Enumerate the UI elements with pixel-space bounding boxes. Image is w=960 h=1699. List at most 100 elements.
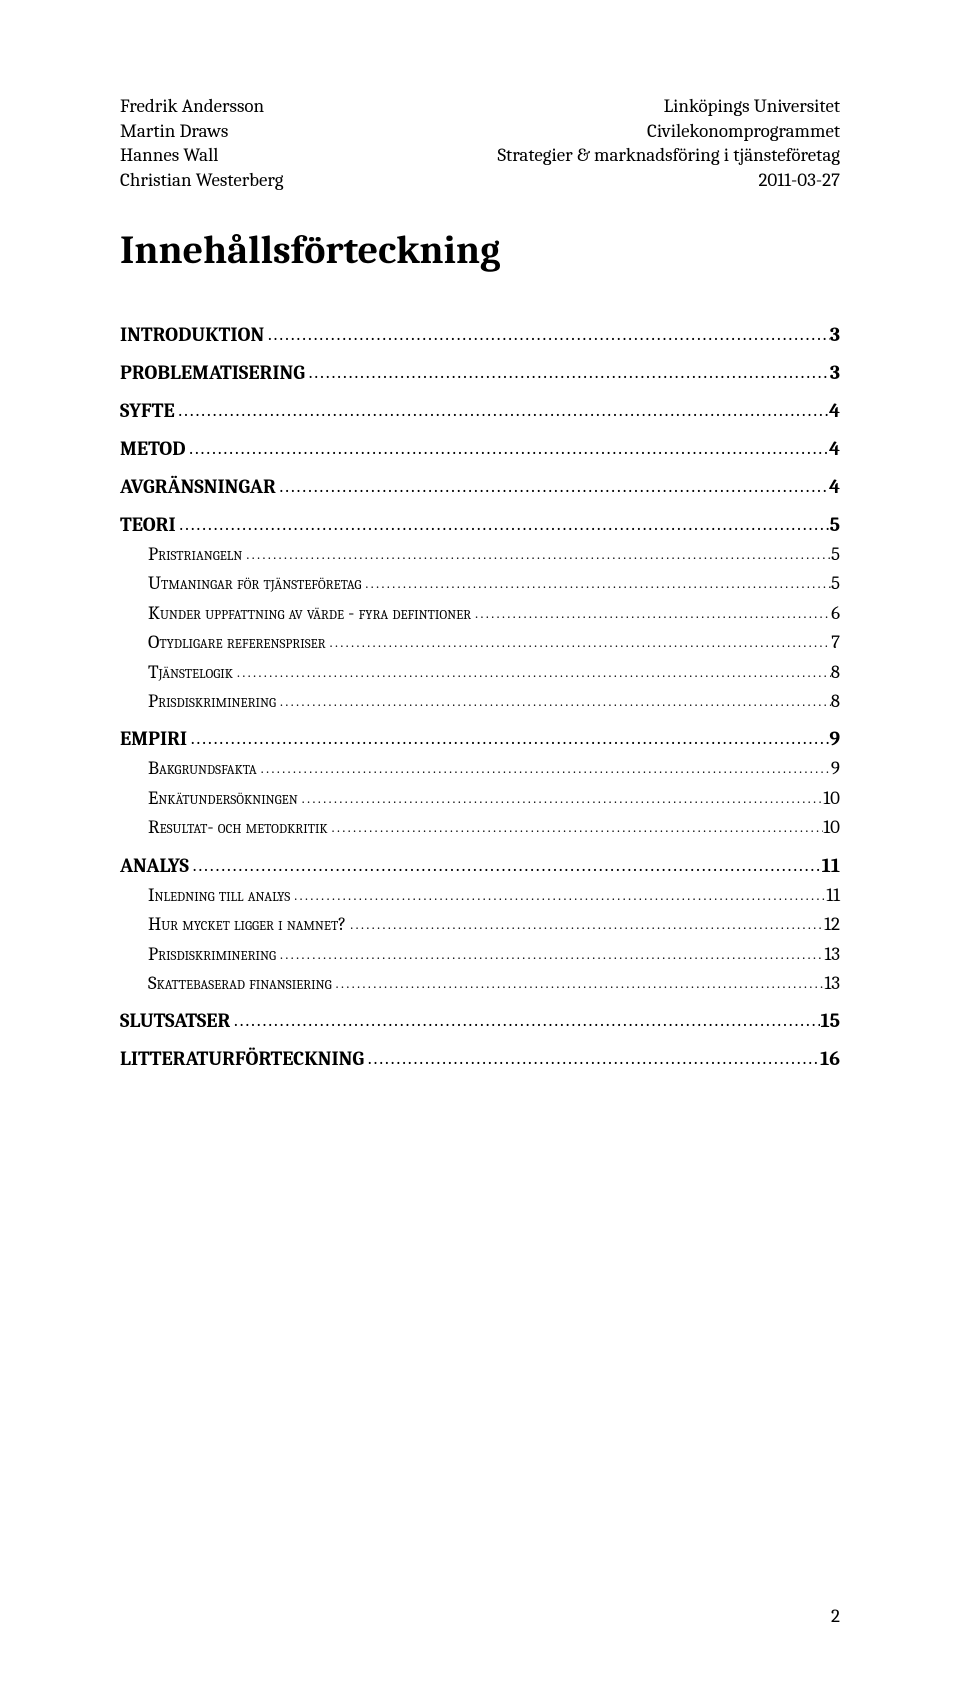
toc-entry: SLUTSATSER15 bbox=[120, 1005, 840, 1036]
page-header: Fredrik Andersson Martin Draws Hannes Wa… bbox=[120, 94, 840, 193]
toc-label: Inledning till analys bbox=[148, 881, 290, 910]
toc-dot-leader bbox=[346, 914, 824, 936]
toc-dot-leader bbox=[189, 856, 822, 878]
toc-dot-leader bbox=[305, 363, 830, 385]
toc-page-number: 9 bbox=[831, 754, 840, 783]
document-title: Innehållsförteckning bbox=[120, 227, 840, 273]
toc-entry: Prisdiskriminering 13 bbox=[120, 940, 840, 969]
toc-label: Pristriangeln bbox=[148, 540, 242, 569]
author-line: Martin Draws bbox=[120, 119, 284, 144]
toc-dot-leader bbox=[176, 515, 830, 537]
toc-label: Enkätundersökningen bbox=[148, 784, 298, 813]
toc-dot-leader bbox=[257, 758, 831, 780]
toc-entry: Prisdiskriminering8 bbox=[120, 687, 840, 716]
toc-label: INTRODUKTION bbox=[120, 319, 264, 350]
toc-page-number: 6 bbox=[831, 599, 840, 628]
toc-label: Tjänstelogik bbox=[148, 658, 233, 687]
toc-entry: Inledning till analys 11 bbox=[120, 881, 840, 910]
toc-entry: Utmaningar för tjänsteföretag 5 bbox=[120, 569, 840, 598]
toc-entry: Skattebaserad finansiering 13 bbox=[120, 969, 840, 998]
toc-entry: EMPIRI 9 bbox=[120, 723, 840, 754]
toc-page-number: 4 bbox=[829, 433, 840, 464]
toc-dot-leader bbox=[361, 573, 831, 595]
toc-page-number: 13 bbox=[824, 940, 840, 969]
date-line: 2011-03-27 bbox=[497, 168, 840, 193]
author-line: Hannes Wall bbox=[120, 143, 284, 168]
toc-page-number: 5 bbox=[831, 569, 840, 598]
toc-label: SYFTE bbox=[120, 395, 175, 426]
toc-dot-leader bbox=[242, 544, 831, 566]
toc-label: Bakgrundsfakta bbox=[148, 754, 257, 783]
toc-label: Resultat- och metodkritik bbox=[148, 813, 328, 842]
toc-label: Skattebaserad finansiering bbox=[148, 969, 332, 998]
toc-entry: Resultat- och metodkritik 10 bbox=[120, 813, 840, 842]
toc-dot-leader bbox=[185, 439, 828, 461]
toc-entry: Tjänstelogik 8 bbox=[120, 658, 840, 687]
toc-dot-leader bbox=[175, 401, 829, 423]
toc-entry: Kunder uppfattning av värde - fyra defin… bbox=[120, 599, 840, 628]
toc-dot-leader bbox=[298, 788, 824, 810]
author-line: Fredrik Andersson bbox=[120, 94, 284, 119]
toc-label: Hur mycket ligger i namnet? bbox=[148, 910, 346, 939]
toc-entry: Pristriangeln 5 bbox=[120, 540, 840, 569]
toc-label: ANALYS bbox=[120, 850, 189, 881]
toc-dot-leader bbox=[290, 885, 826, 907]
toc-entry: LITTERATURFÖRTECKNING 16 bbox=[120, 1043, 840, 1074]
toc-dot-leader bbox=[326, 632, 831, 654]
toc-dot-leader bbox=[276, 944, 824, 966]
toc-page-number: 5 bbox=[831, 540, 840, 569]
toc-page-number: 13 bbox=[824, 969, 840, 998]
toc-entry: TEORI 5 bbox=[120, 509, 840, 540]
toc-dot-leader bbox=[187, 729, 829, 751]
university-line: Linköpings Universitet bbox=[497, 94, 840, 119]
toc-page-number: 8 bbox=[831, 658, 840, 687]
toc-label: LITTERATURFÖRTECKNING bbox=[120, 1043, 364, 1074]
toc-label: Utmaningar för tjänsteföretag bbox=[148, 569, 361, 598]
toc-page-number: 11 bbox=[822, 850, 840, 881]
toc-page-number: 3 bbox=[830, 319, 840, 350]
program-line: Civilekonomprogrammet bbox=[497, 119, 840, 144]
toc-page-number: 10 bbox=[823, 813, 840, 842]
toc-page-number: 15 bbox=[820, 1005, 840, 1036]
toc-entry: ANALYS 11 bbox=[120, 850, 840, 881]
toc-entry: Otydligare referenspriser7 bbox=[120, 628, 840, 657]
toc-page-number: 11 bbox=[826, 881, 840, 910]
toc-dot-leader bbox=[276, 477, 829, 499]
toc-label: TEORI bbox=[120, 509, 176, 540]
toc-page-number: 4 bbox=[829, 395, 840, 426]
toc-entry: Hur mycket ligger i namnet? 12 bbox=[120, 910, 840, 939]
toc-label: Prisdiskriminering bbox=[148, 940, 276, 969]
toc-dot-leader bbox=[328, 817, 824, 839]
toc-page-number: 16 bbox=[820, 1043, 840, 1074]
toc-entry: Enkätundersökningen 10 bbox=[120, 784, 840, 813]
toc-entry: SYFTE 4 bbox=[120, 395, 840, 426]
page-number: 2 bbox=[831, 1605, 840, 1627]
toc-page-number: 10 bbox=[823, 784, 840, 813]
toc-dot-leader bbox=[233, 662, 831, 684]
toc-entry: INTRODUKTION 3 bbox=[120, 319, 840, 350]
toc-dot-leader bbox=[230, 1011, 820, 1033]
page: Fredrik Andersson Martin Draws Hannes Wa… bbox=[0, 0, 960, 1699]
toc-dot-leader bbox=[264, 325, 830, 347]
toc-entry: AVGRÄNSNINGAR4 bbox=[120, 471, 840, 502]
toc-label: PROBLEMATISERING bbox=[120, 357, 305, 388]
toc-page-number: 9 bbox=[829, 723, 840, 754]
toc-label: Kunder uppfattning av värde - fyra defin… bbox=[148, 599, 471, 628]
toc-page-number: 5 bbox=[830, 509, 840, 540]
course-line: Strategier & marknadsföring i tjänsteför… bbox=[497, 143, 840, 168]
header-left-block: Fredrik Andersson Martin Draws Hannes Wa… bbox=[120, 94, 284, 193]
toc-page-number: 12 bbox=[824, 910, 840, 939]
toc-label: METOD bbox=[120, 433, 185, 464]
toc-label: EMPIRI bbox=[120, 723, 187, 754]
toc-dot-leader bbox=[471, 603, 831, 625]
toc-entry: METOD 4 bbox=[120, 433, 840, 464]
toc-dot-leader bbox=[364, 1049, 820, 1071]
toc-page-number: 3 bbox=[830, 357, 840, 388]
toc-dot-leader bbox=[332, 973, 825, 995]
header-right-block: Linköpings Universitet Civilekonomprogra… bbox=[497, 94, 840, 193]
table-of-contents: INTRODUKTION3PROBLEMATISERING3SYFTE4METO… bbox=[120, 319, 840, 1075]
toc-label: Prisdiskriminering bbox=[148, 687, 276, 716]
toc-entry: Bakgrundsfakta 9 bbox=[120, 754, 840, 783]
toc-page-number: 4 bbox=[829, 471, 840, 502]
toc-entry: PROBLEMATISERING 3 bbox=[120, 357, 840, 388]
